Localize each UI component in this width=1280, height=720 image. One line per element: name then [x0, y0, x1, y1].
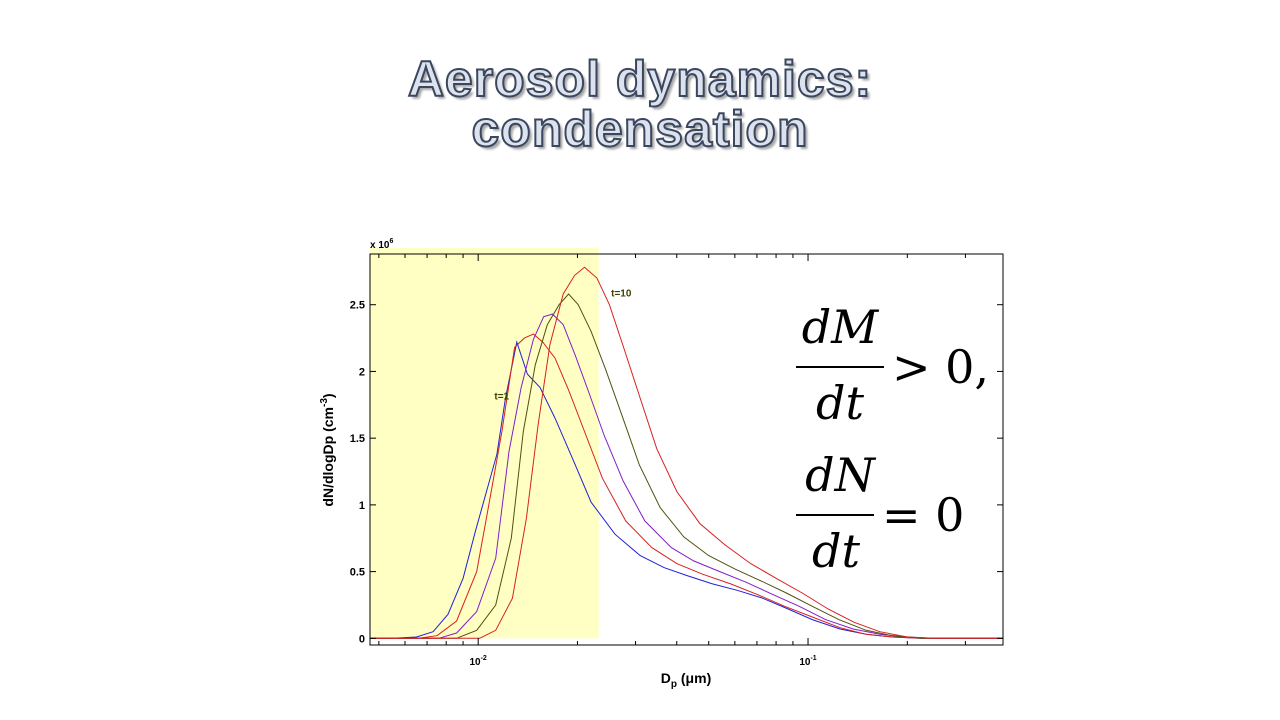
x-tick-label-exp: -2 [481, 655, 487, 662]
y-axis-label: dN/dlogDp (cm-3) [319, 393, 336, 506]
x-tick-label: 10-2 [469, 655, 486, 668]
y-multiplier: x 106 [370, 238, 393, 251]
series-line-5 [370, 266, 1003, 639]
x-axis-label-main: D [661, 670, 671, 686]
series-line-2 [370, 333, 1003, 639]
equation-number-numerator: dN [805, 448, 875, 502]
x-tick-label-exp: -1 [810, 655, 816, 662]
y-axis-label-close: ) [320, 393, 336, 398]
slide-title-line2: condensation [470, 101, 809, 157]
slide-title-line1: Aerosol dynamics: [407, 51, 873, 107]
series-line-4 [370, 293, 1003, 639]
equation-mass: dM dt > 0, [790, 300, 1010, 440]
equation-mass-bar [796, 366, 884, 368]
highlight-region [370, 248, 599, 639]
y-tick-label: 0 [359, 633, 365, 645]
y-axis-label-main: dN/dlogDp (cm [320, 407, 336, 507]
equation-number-relation: = 0 [882, 488, 965, 542]
equation-number-bar [796, 514, 874, 516]
y-tick-label: 0.5 [350, 567, 365, 579]
x-tick-label-base: 10 [799, 657, 811, 668]
series-layer [370, 266, 1003, 639]
x-axis-label-sub: p [671, 679, 677, 690]
y-tick-label: 1 [359, 500, 365, 512]
plot-frame [369, 253, 1004, 646]
x-axis-label: Dp (μm) [661, 670, 711, 690]
curve-annotation-2: t=10 [611, 289, 632, 300]
equation-mass-denominator: dt [816, 376, 864, 430]
x-tick-label-base: 10 [469, 657, 481, 668]
series-line-1 [370, 340, 1003, 639]
equation-number-denominator: dt [812, 524, 860, 578]
y-tick-label: 1.5 [350, 433, 365, 445]
y-multiplier-base: x 10 [370, 240, 390, 251]
ticks-layer: 00.511.522.510-2 10-1t=1t=10 [350, 254, 1003, 668]
equation-mass-numerator: dM [801, 300, 879, 354]
x-axis-label-units: (μm) [677, 670, 711, 686]
y-tick-label: 2.5 [350, 300, 365, 312]
curve-annotation-1: t=1 [494, 391, 509, 402]
y-tick-label: 2 [359, 366, 365, 378]
y-axis-label-exp: -3 [319, 398, 330, 407]
equation-mass-relation: > 0, [892, 340, 990, 394]
y-multiplier-exp: 6 [389, 238, 393, 245]
series-line-3 [370, 313, 1003, 639]
x-tick-label: 10-1 [799, 655, 816, 668]
equation-number: dN dt = 0 [790, 448, 990, 588]
